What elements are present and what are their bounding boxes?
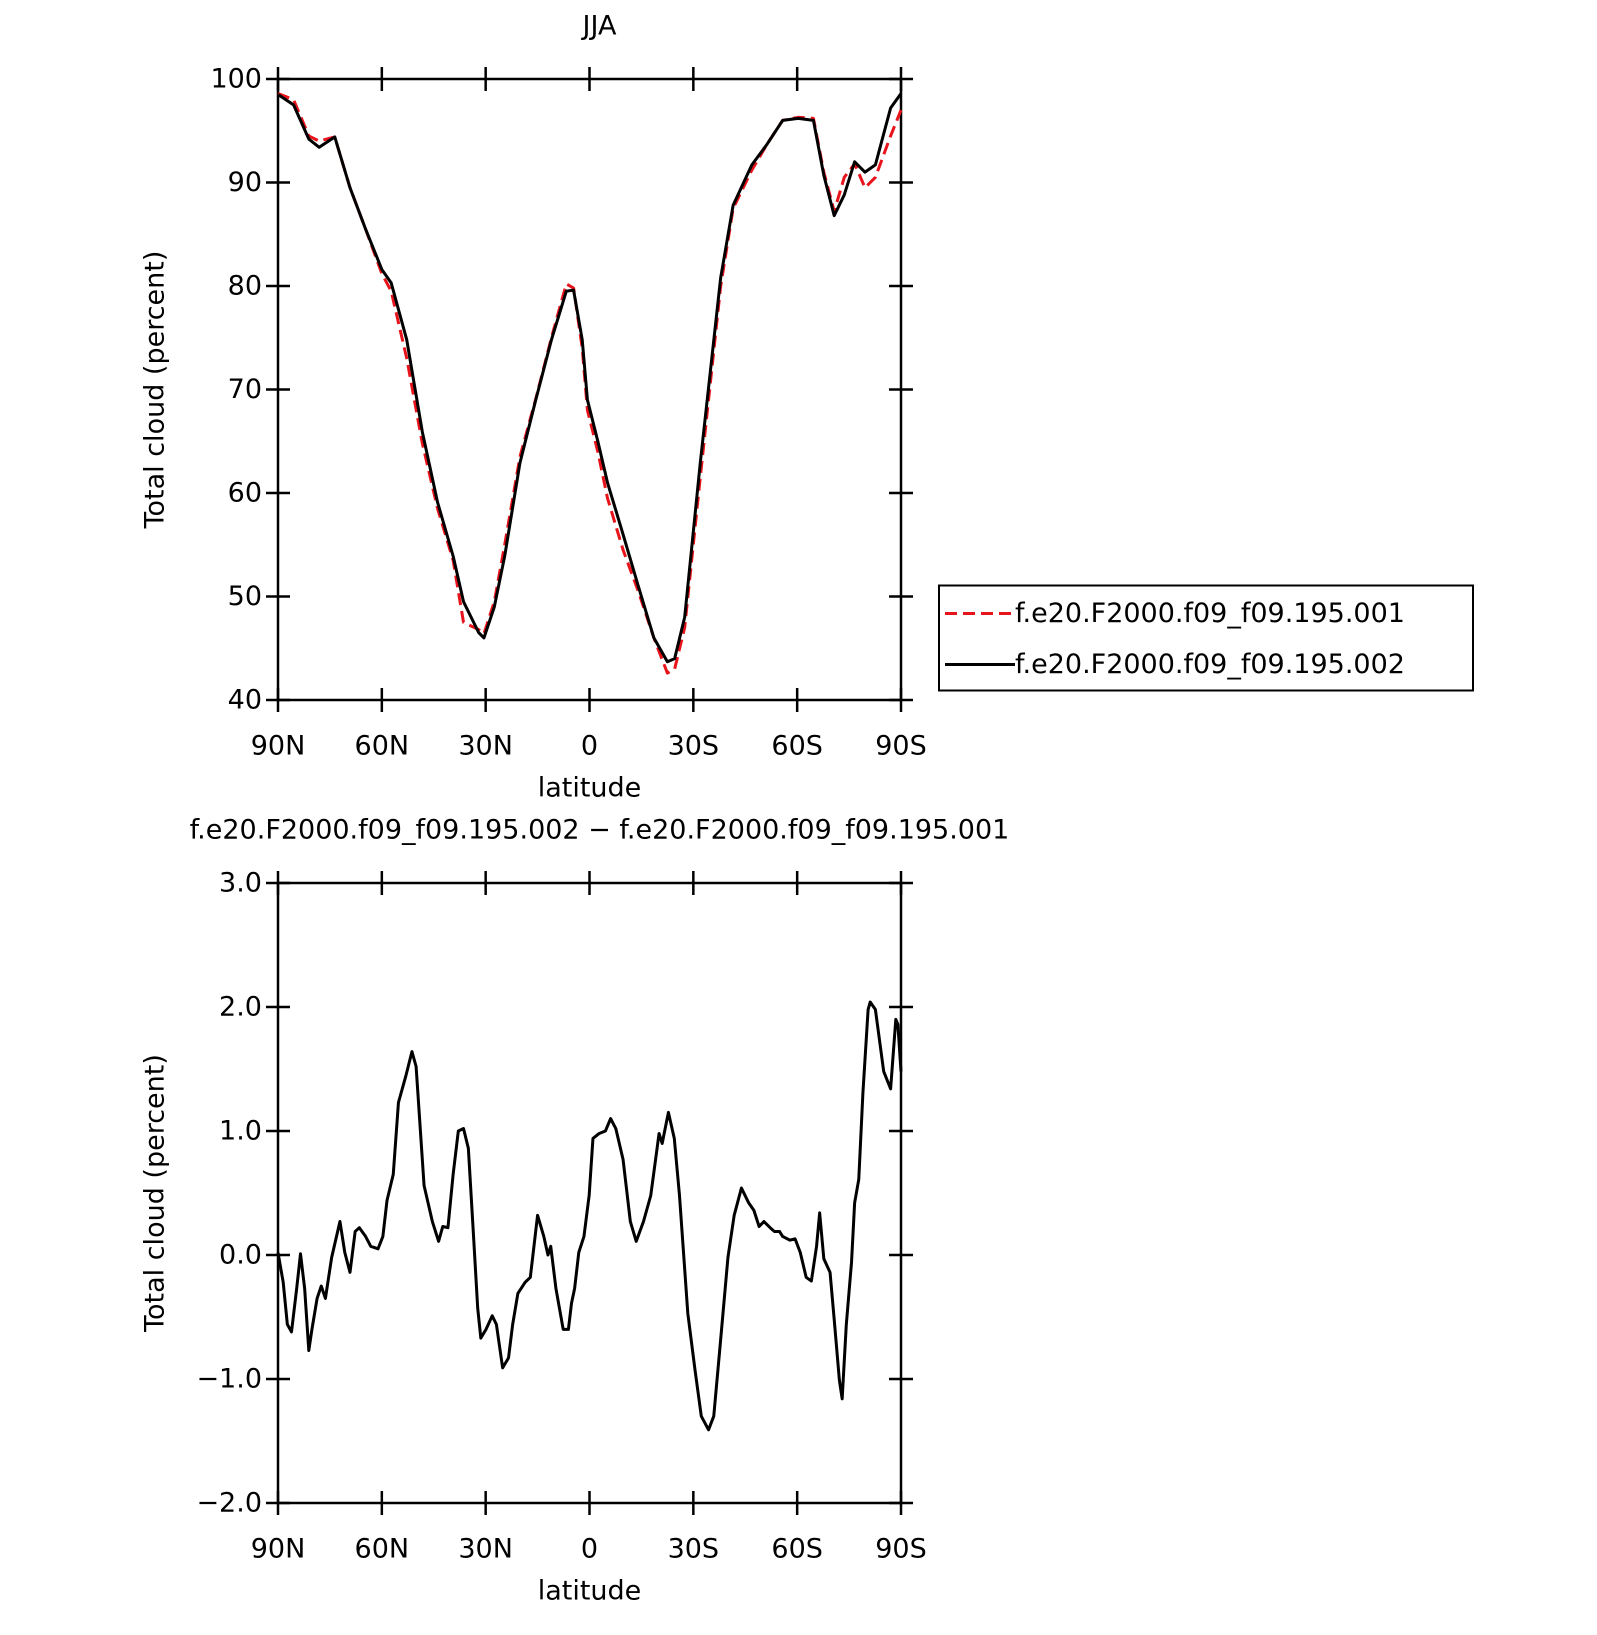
y-tick-label: 0.0 — [219, 1240, 262, 1271]
chart-title: JJA — [581, 11, 617, 42]
y-tick-label: 60 — [228, 478, 262, 509]
y-tick-label: 40 — [228, 685, 262, 716]
legend-box — [938, 584, 1474, 692]
y-axis-label: Total cloud (percent) — [140, 251, 171, 530]
data-line — [276, 1000, 903, 1432]
y-tick-label: 3.0 — [219, 868, 262, 899]
x-tick-label: 0 — [581, 731, 598, 762]
y-axis-label: Total cloud (percent) — [140, 1054, 171, 1333]
y-tick-label: −1.0 — [196, 1364, 262, 1395]
plot-frame — [276, 77, 903, 702]
y-tick-label: 2.0 — [219, 992, 262, 1023]
y-tick-label: −2.0 — [196, 1488, 262, 1519]
x-tick-label: 60N — [355, 731, 410, 762]
x-tick-label: 30N — [458, 1534, 513, 1565]
x-tick-label: 60S — [771, 731, 823, 762]
x-axis-label: latitude — [538, 773, 642, 804]
x-tick-label: 90S — [875, 1534, 927, 1565]
x-tick-label: 90S — [875, 731, 927, 762]
x-tick-label: 90N — [251, 1534, 306, 1565]
y-tick-label: 70 — [228, 374, 262, 405]
data-line — [277, 92, 903, 664]
x-tick-label: 90N — [251, 731, 306, 762]
chart-title: f.e20.F2000.f09_f09.195.002 − f.e20.F200… — [190, 815, 1010, 846]
x-tick-label: 0 — [581, 1534, 598, 1565]
x-axis-label: latitude — [538, 1576, 642, 1607]
x-tick-label: 60N — [355, 1534, 410, 1565]
legend-entry: f.e20.F2000.f09_f09.195.001 — [1015, 598, 1405, 629]
x-tick-label: 30S — [668, 731, 720, 762]
x-tick-label: 30N — [458, 731, 513, 762]
y-tick-label: 50 — [228, 581, 262, 612]
y-tick-label: 1.0 — [219, 1116, 262, 1147]
x-tick-label: 30S — [668, 1534, 720, 1565]
legend-entry: f.e20.F2000.f09_f09.195.002 — [1015, 649, 1405, 680]
y-tick-label: 90 — [228, 167, 262, 198]
y-tick-label: 80 — [228, 271, 262, 302]
y-tick-label: 100 — [210, 64, 262, 95]
data-line — [277, 92, 903, 675]
x-tick-label: 60S — [771, 1534, 823, 1565]
